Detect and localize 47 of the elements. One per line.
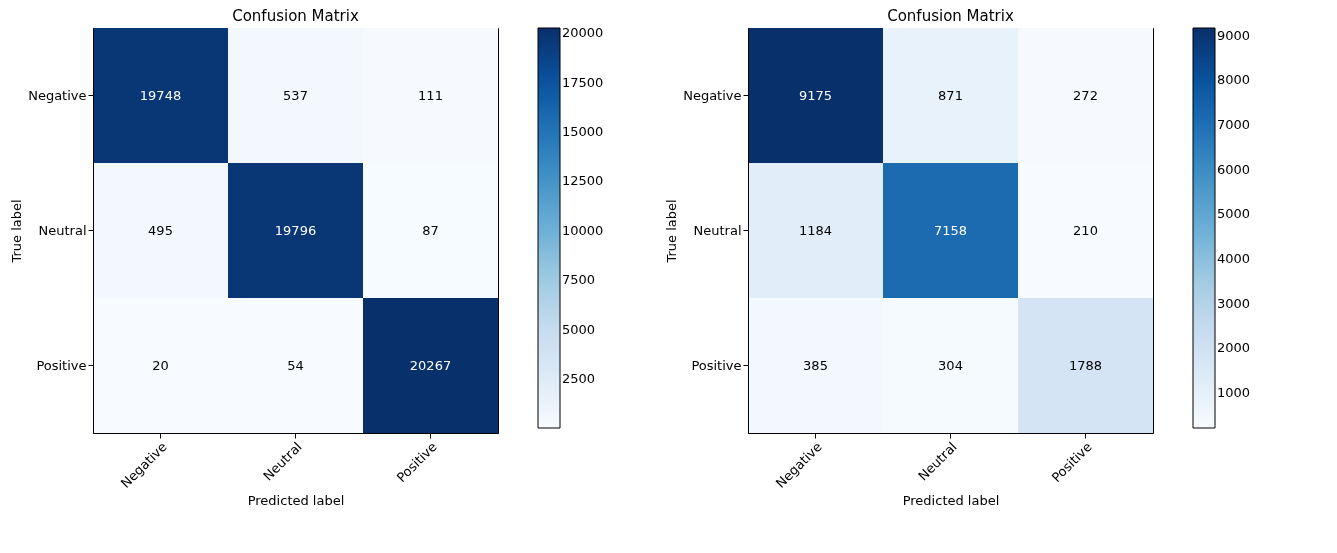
y-tick-label: Positive (36, 357, 87, 373)
data-label: 20 (152, 357, 169, 373)
data-label: 304 (938, 357, 963, 373)
y-tick-label: Positive (691, 357, 742, 373)
color-bar-label: 7500 (562, 272, 596, 288)
data-label: 495 (148, 222, 173, 238)
data-label: 20267 (409, 357, 452, 373)
color-bar-label: 5000 (1217, 206, 1251, 222)
color-bar-label: 10000 (562, 222, 604, 238)
data-label: 1184 (798, 222, 833, 238)
data-label: 54 (287, 357, 304, 373)
data-label: 111 (418, 87, 443, 103)
y-axis-title: True label (9, 199, 25, 264)
color-bar-label: 17500 (562, 74, 604, 90)
color-bar-label: 7000 (1217, 117, 1251, 133)
chart-title: Confusion Matrix (887, 7, 1014, 25)
y-tick-label: Negative (28, 87, 87, 103)
x-axis-title: Predicted label (247, 492, 345, 508)
data-label: 871 (938, 87, 963, 103)
data-label: 87 (422, 222, 439, 238)
y-axis-title: True label (664, 199, 680, 264)
color-bar-label: 9000 (1217, 27, 1251, 43)
y-tick-label: Negative (683, 87, 742, 103)
data-label: 19796 (274, 222, 317, 238)
color-bar-label: 8000 (1217, 72, 1251, 88)
data-label: 385 (803, 357, 828, 373)
chart-title: Confusion Matrix (232, 7, 359, 25)
color-bar-label: 4000 (1217, 250, 1251, 266)
data-label: 19748 (139, 87, 182, 103)
color-bar-label: 2000 (1217, 340, 1251, 356)
color-bar-label: 3000 (1217, 295, 1251, 311)
color-bar-label: 20000 (562, 25, 604, 41)
y-tick-label: Neutral (693, 222, 742, 238)
color-bar-label: 15000 (562, 124, 604, 140)
color-bar-label: 6000 (1217, 161, 1251, 177)
data-label: 210 (1073, 222, 1098, 238)
color-bar-label: 5000 (562, 321, 596, 337)
data-label: 272 (1073, 87, 1098, 103)
y-tick-label: Neutral (38, 222, 87, 238)
data-label: 1788 (1068, 357, 1103, 373)
color-bar-label: 12500 (562, 173, 604, 189)
data-label: 537 (283, 87, 308, 103)
color-bar-label: 2500 (562, 371, 596, 387)
data-label: 7158 (933, 222, 968, 238)
x-axis-title: Predicted label (902, 492, 1000, 508)
data-label: 9175 (798, 87, 833, 103)
color-bar-label: 1000 (1217, 384, 1251, 400)
